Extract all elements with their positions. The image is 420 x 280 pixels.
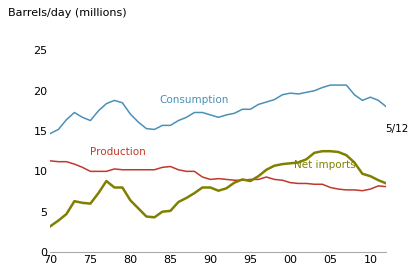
Text: Production: Production [90, 147, 146, 157]
Text: 5/12: 5/12 [385, 124, 408, 134]
Text: Barrels/day (millions): Barrels/day (millions) [8, 8, 127, 18]
Text: Consumption: Consumption [160, 95, 229, 105]
Text: Net imports: Net imports [294, 160, 356, 170]
